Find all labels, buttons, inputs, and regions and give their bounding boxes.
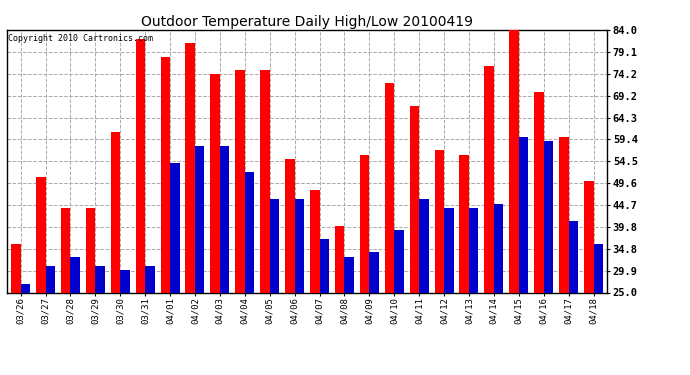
Bar [86,208,95,292]
Bar [444,208,453,292]
Bar [419,199,428,292]
Bar [534,92,544,292]
Bar [260,70,270,292]
Bar [584,181,593,292]
Bar [509,30,519,292]
Bar [11,243,21,292]
Bar [161,57,170,292]
Bar [170,164,179,292]
Bar [210,75,220,292]
Bar [136,39,145,292]
Bar [410,106,419,292]
Bar [310,190,319,292]
Bar [569,221,578,292]
Bar [394,230,404,292]
Bar [319,239,329,292]
Bar [235,70,245,292]
Bar [70,257,80,292]
Bar [460,154,469,292]
Bar [21,284,30,292]
Bar [435,150,444,292]
Title: Outdoor Temperature Daily High/Low 20100419: Outdoor Temperature Daily High/Low 20100… [141,15,473,29]
Bar [360,154,369,292]
Bar [385,83,394,292]
Bar [484,66,494,292]
Bar [61,208,70,292]
Bar [469,208,478,292]
Bar [559,137,569,292]
Bar [494,204,503,292]
Bar [36,177,46,292]
Bar [220,146,229,292]
Bar [145,266,155,292]
Bar [111,132,120,292]
Bar [295,199,304,292]
Bar [46,266,55,292]
Bar [95,266,105,292]
Text: Copyright 2010 Cartronics.com: Copyright 2010 Cartronics.com [8,34,153,43]
Bar [186,44,195,292]
Bar [270,199,279,292]
Bar [519,137,529,292]
Bar [369,252,379,292]
Bar [344,257,354,292]
Bar [195,146,204,292]
Bar [120,270,130,292]
Bar [544,141,553,292]
Bar [285,159,295,292]
Bar [335,226,344,292]
Bar [245,172,254,292]
Bar [593,243,603,292]
